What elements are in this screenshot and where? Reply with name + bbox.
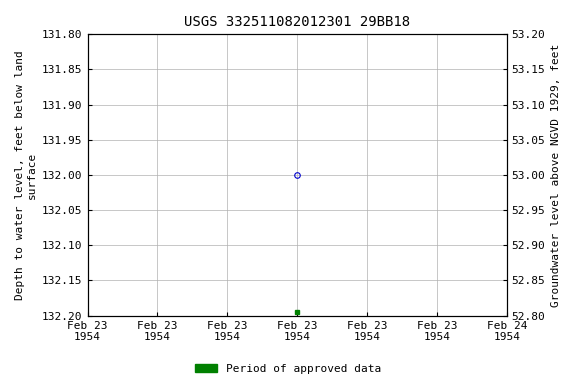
Legend: Period of approved data: Period of approved data — [191, 359, 385, 379]
Y-axis label: Groundwater level above NGVD 1929, feet: Groundwater level above NGVD 1929, feet — [551, 43, 561, 306]
Y-axis label: Depth to water level, feet below land
surface: Depth to water level, feet below land su… — [15, 50, 37, 300]
Title: USGS 332511082012301 29BB18: USGS 332511082012301 29BB18 — [184, 15, 410, 29]
